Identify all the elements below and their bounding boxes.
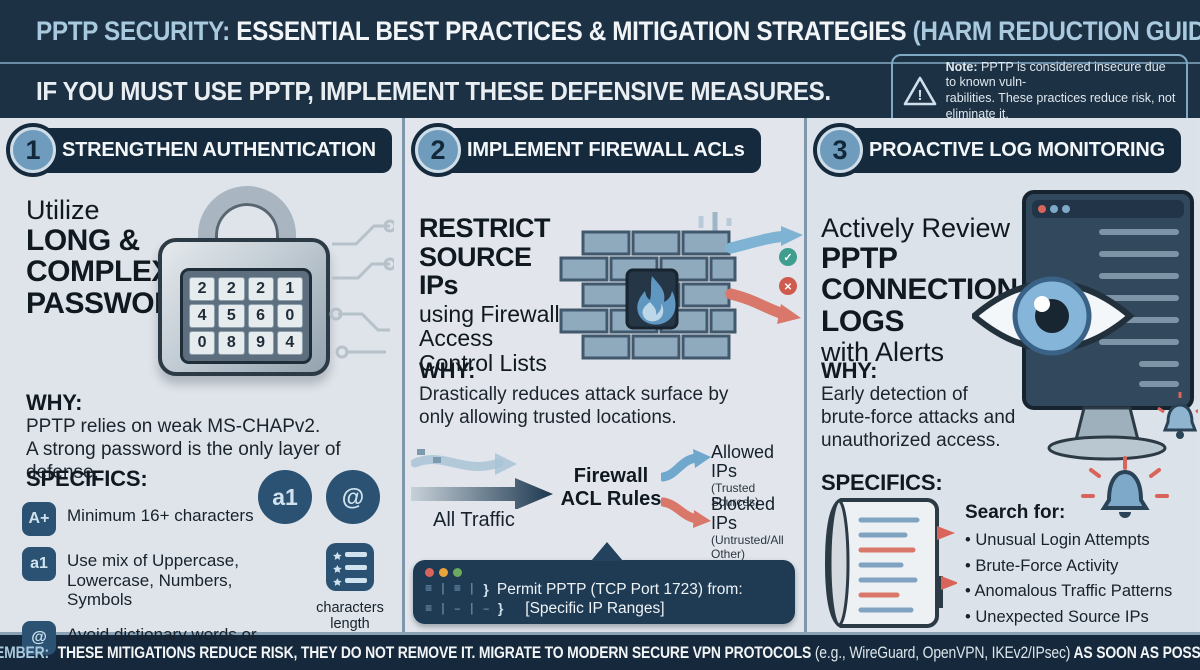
bell-icon xyxy=(1157,392,1198,439)
window-control-dots xyxy=(425,568,785,577)
traffic-dashes-decoration xyxy=(698,212,732,232)
padlock-body: 2 2 2 1 4 5 6 0 0 8 9 4 xyxy=(158,238,330,376)
column1-why: WHY: PPTP relies on weak MS-CHAPv2. A st… xyxy=(26,390,341,483)
flag-icon xyxy=(935,526,957,608)
all-traffic-arrow-icon xyxy=(411,449,553,509)
code-line: ≡ | – | – } [Specific IP Ranges] xyxy=(425,600,665,618)
list-item: a1 Use mix of Uppercase, Lowercase, Numb… xyxy=(22,547,267,610)
column3-specifics-label: SPECIFICS: xyxy=(821,470,943,495)
column1-header: 1 STRENGTHEN AUTHENTICATION xyxy=(10,127,392,173)
blocked-ips-label: Blocked IPs (Untrusted/All Other) xyxy=(711,494,784,561)
list-item: • Unexpected Source IPs xyxy=(965,607,1149,626)
monitor-eye-icon xyxy=(972,190,1198,461)
alphanumeric-badge: a1 xyxy=(258,470,312,524)
column1-title: STRENGTHEN AUTHENTICATION xyxy=(30,127,392,173)
padlock-keypad: 2 2 2 1 4 5 6 0 0 8 9 4 xyxy=(180,268,312,364)
column-strengthen-authentication: 1 STRENGTHEN AUTHENTICATION Utilize LONG… xyxy=(0,118,405,663)
column2-title: IMPLEMENT FIREWALL ACLs xyxy=(435,127,761,173)
list-item: A+ Minimum 16+ characters xyxy=(22,502,267,536)
footer-text: REMEMBER: THESE MITIGATIONS REDUCE RISK,… xyxy=(0,643,1200,663)
subheader-bar: IF YOU MUST USE PPTP, IMPLEMENT THESE DE… xyxy=(0,53,1200,129)
column-implement-firewall-acls: 2 IMPLEMENT FIREWALL ACLs RESTRICT SOURC… xyxy=(405,118,807,632)
log-lines xyxy=(1099,229,1179,387)
column2-why: WHY: Drastically reduces attack surface … xyxy=(419,358,729,428)
allowed-arrow-icon xyxy=(661,449,711,482)
mixed-case-icon: a1 xyxy=(22,547,56,581)
symbol-badge: @ xyxy=(326,470,380,524)
header-bar: PPTP SECURITY: ESSENTIAL BEST PRACTICES … xyxy=(0,0,1200,62)
svg-text:✓: ✓ xyxy=(783,252,792,264)
password-badges: a1 @ xyxy=(258,470,380,524)
list-item: • Unusual Login Attempts xyxy=(965,531,1150,549)
padlock-icon: 2 2 2 1 4 5 6 0 0 8 9 4 xyxy=(158,186,336,376)
x-circle-icon xyxy=(779,277,797,295)
search-for-label: Search for: xyxy=(965,502,1066,523)
circuit-decoration-icon xyxy=(329,219,394,359)
column3-why: WHY: Early detection of brute-force atta… xyxy=(821,358,1016,451)
title-highlight: PPTP SECURITY: xyxy=(36,15,230,46)
column2-header: 2 IMPLEMENT FIREWALL ACLs xyxy=(415,127,761,173)
page-title: PPTP SECURITY: ESSENTIAL BEST PRACTICES … xyxy=(36,16,1200,47)
list-item: @ Avoid dictionary words or patterns xyxy=(22,620,267,664)
firewall-icon: ✓ ✕ xyxy=(559,212,803,360)
note-label: Note: xyxy=(945,59,978,74)
search-for-block: Search for: • Unusual Login Attempts • B… xyxy=(965,502,1193,630)
characters-length-block: characters length xyxy=(314,542,386,633)
content-columns: 1 STRENGTHEN AUTHENTICATION Utilize LONG… xyxy=(0,118,1200,663)
svg-text:✕: ✕ xyxy=(784,282,792,293)
code-line: ≡ | ≡ | } Permit PPTP (TCP Port 1723) fr… xyxy=(425,580,743,598)
note-text: Note: PPTP is considered insecure due to… xyxy=(945,59,1176,121)
subtitle: IF YOU MUST USE PPTP, IMPLEMENT THESE DE… xyxy=(36,75,831,106)
list-item: • Brute-Force Activity xyxy=(965,556,1119,575)
step-number-badge: 3 xyxy=(817,127,863,173)
column-proactive-log-monitoring: 3 PROACTIVE LOG MONITORING Actively Revi… xyxy=(807,118,1198,632)
acl-flow-diagram: All Traffic Firewall ACL Rules Allowed I… xyxy=(409,442,803,561)
allowed-traffic-arrow-icon xyxy=(725,230,791,254)
column2-headline: RESTRICT SOURCE IPs using Firewall Acces… xyxy=(419,213,560,376)
column1-specifics-list: A+ Minimum 16+ characters a1 Use mix of … xyxy=(22,502,267,664)
acl-rule-terminal: ≡ | ≡ | } Permit PPTP (TCP Port 1723) fr… xyxy=(413,542,795,624)
characters-length-icon xyxy=(326,543,374,591)
red-dot-icon xyxy=(425,568,434,577)
all-traffic-label: All Traffic xyxy=(433,509,515,531)
firewall-acl-rules-label: Firewall ACL Rules xyxy=(560,465,662,510)
footer-bar: REMEMBER: THESE MITIGATIONS REDUCE RISK,… xyxy=(0,632,1200,670)
title-suffix: (HARM REDUCTION GUIDE) xyxy=(912,15,1200,46)
column1-specifics-label: SPECIFICS: xyxy=(26,466,148,491)
column3-headline: Actively Review PPTP CONNECTION LOGS wit… xyxy=(821,213,1018,367)
green-dot-icon xyxy=(453,568,462,577)
step-number-badge: 2 xyxy=(415,127,461,173)
blocked-arrow-icon xyxy=(661,497,711,528)
column3-title: PROACTIVE LOG MONITORING xyxy=(837,127,1181,173)
footer-label: REMEMBER: xyxy=(0,642,49,662)
blocked-traffic-arrow-icon xyxy=(725,288,789,320)
column3-header: 3 PROACTIVE LOG MONITORING xyxy=(817,127,1181,173)
allowed-ips-label: Allowed IPs (Trusted Sources) xyxy=(711,442,775,509)
warning-triangle-icon: ! xyxy=(903,76,936,106)
at-symbol-icon: @ xyxy=(22,620,56,655)
svg-text:!: ! xyxy=(917,87,922,104)
grade-a-plus-icon: A+ xyxy=(22,502,56,536)
title-main: ESSENTIAL BEST PRACTICES & MITIGATION ST… xyxy=(236,15,907,46)
list-item: • Anomalous Traffic Patterns xyxy=(965,582,1173,601)
alert-bell-icon xyxy=(1081,456,1169,518)
characters-length-caption: characters length xyxy=(316,600,384,632)
yellow-dot-icon xyxy=(439,568,448,577)
log-scroll-icon xyxy=(824,498,957,628)
check-circle-icon xyxy=(779,248,797,266)
step-number-badge: 1 xyxy=(10,127,56,173)
